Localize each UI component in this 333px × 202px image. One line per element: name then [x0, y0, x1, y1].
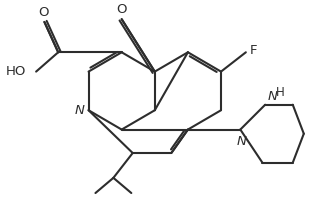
Text: O: O	[38, 6, 48, 19]
Text: H: H	[276, 86, 284, 99]
Text: N: N	[268, 89, 278, 102]
Text: N: N	[75, 104, 84, 117]
Text: O: O	[117, 3, 127, 16]
Text: N: N	[237, 135, 247, 147]
Text: F: F	[250, 44, 257, 57]
Text: HO: HO	[6, 65, 26, 78]
